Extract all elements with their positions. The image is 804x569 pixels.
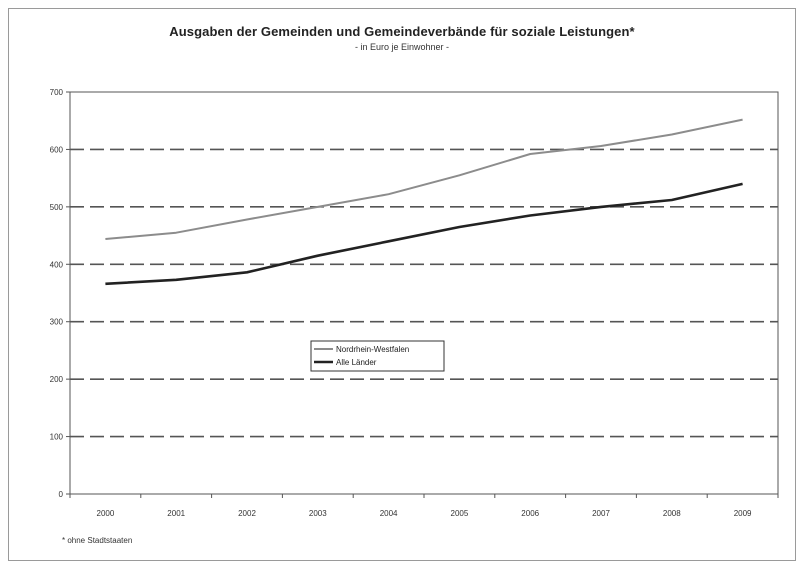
chart-frame [8,8,796,561]
legend-label-nrw: Nordrhein-Westfalen [336,345,409,354]
x-tick-label-2001: 2001 [167,509,185,518]
x-tick-label-2006: 2006 [521,509,539,518]
x-tick-label-2009: 2009 [734,509,752,518]
legend: Nordrhein-Westfalen Alle Länder [310,340,445,372]
y-axis-ticks: 0 100 200 300 400 500 600 700 [50,88,70,499]
x-axis-ticks: 2000 2001 2002 2003 2004 2005 2006 2007 2008 2009 [69,494,779,518]
y-tick-label-500: 500 [50,203,64,212]
series-lines [105,118,743,286]
legend-label-alle-laender: Alle Länder [336,358,377,367]
x-tick-label-2000: 2000 [97,509,115,518]
x-tick-label-2005: 2005 [451,509,469,518]
footnote: * ohne Stadtstaaten [62,536,133,545]
y-tick-label-600: 600 [50,145,64,154]
x-tick-label-2003: 2003 [309,509,327,518]
chart-title: Ausgaben der Gemeinden und Gemeindeverbä… [169,24,635,39]
x-tick-label-2007: 2007 [592,509,610,518]
y-tick-label-200: 200 [50,375,64,384]
axes [69,91,779,495]
y-tick-label-400: 400 [50,260,64,269]
y-tick-label-300: 300 [50,318,64,327]
series-line-nrw [105,118,743,240]
chart-subtitle: - in Euro je Einwohner - [354,42,450,52]
x-tick-label-2002: 2002 [238,509,256,518]
x-tick-label-2004: 2004 [380,509,398,518]
gridlines [70,148,778,438]
y-tick-label-0: 0 [59,490,64,499]
series-line-alle-laender [105,182,743,286]
x-tick-label-2008: 2008 [663,509,681,518]
y-tick-label-100: 100 [50,433,64,442]
plot-area [69,91,779,495]
legend-box [310,340,445,372]
y-tick-label-700: 700 [50,88,64,97]
